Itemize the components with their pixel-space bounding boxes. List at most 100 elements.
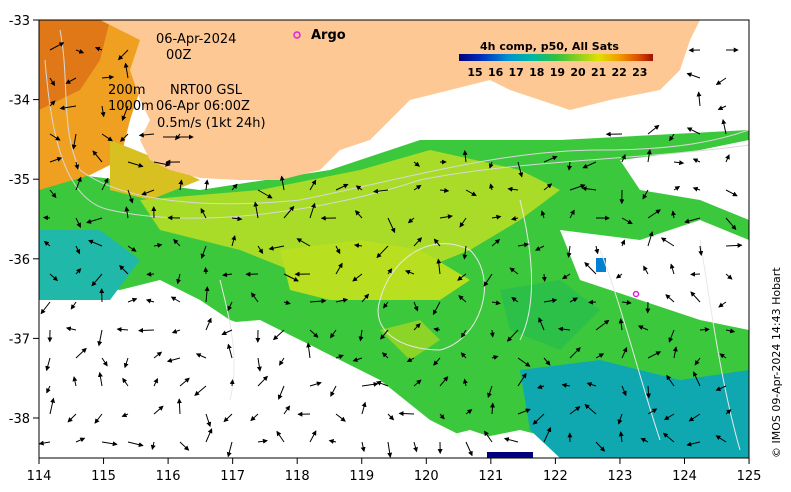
current-arrow-icon (405, 269, 415, 275)
current-arrow-icon (376, 245, 389, 259)
current-arrow-icon (101, 74, 115, 80)
current-arrow-icon (561, 382, 571, 388)
current-arrow-icon (543, 357, 551, 366)
cloud-gap-northeast (620, 140, 749, 220)
current-arrow-icon (380, 329, 389, 340)
current-arrow-icon (166, 357, 181, 363)
current-arrow-icon (686, 441, 701, 447)
current-arrow-icon (484, 430, 493, 443)
current-arrow-icon (138, 132, 155, 138)
current-arrow-icon (618, 431, 624, 443)
lon-tick-label: 122 (543, 469, 568, 484)
current-arrow-icon (120, 133, 129, 142)
current-arrow-icon (205, 428, 213, 443)
current-arrow-icon (279, 175, 285, 191)
current-arrow-icon (179, 377, 190, 387)
lat-tick-label: -34 (9, 94, 30, 109)
current-arrow-icon (67, 413, 77, 423)
current-arrow-icon (204, 179, 210, 191)
current-source: NRT00 GSL (170, 83, 243, 98)
current-arrow-icon (647, 124, 660, 135)
current-arrow-icon (253, 201, 259, 219)
current-arrow-icon (595, 353, 605, 359)
current-arrow-icon (178, 179, 184, 191)
current-arrow-icon (510, 216, 519, 221)
current-arrow-icon (692, 371, 701, 387)
current-arrow-icon (719, 353, 727, 359)
current-arrow-icon (179, 441, 190, 451)
current-arrow-icon (296, 238, 311, 247)
current-arrow-icon (145, 298, 155, 304)
contour-depth-a: 200m (108, 83, 145, 98)
current-arrow-icon (721, 118, 727, 135)
current-arrow-icon (227, 301, 233, 312)
current-arrow-icon (49, 397, 56, 415)
current-arrow-icon (75, 437, 86, 443)
current-arrow-icon (595, 319, 610, 331)
current-arrow-icon (413, 301, 419, 312)
current-arrow-icon (358, 329, 364, 342)
current-arrow-icon (49, 42, 65, 51)
current-arrow-icon (49, 273, 59, 282)
current-arrow-icon (153, 242, 163, 248)
current-arrow-icon (226, 343, 233, 359)
current-arrow-icon (65, 77, 77, 84)
current-arrow-icon (725, 273, 733, 280)
current-arrow-icon (439, 187, 450, 193)
current-arrow-icon (462, 245, 468, 260)
current-arrow-icon (541, 273, 547, 282)
current-arrow-icon (517, 161, 524, 178)
current-arrow-icon (121, 105, 129, 121)
current-arrow-icon (170, 296, 181, 303)
current-arrow-icon (491, 238, 501, 247)
current-arrow-icon (647, 351, 662, 359)
current-arrow-icon (387, 441, 393, 458)
current-arrow-icon (204, 286, 210, 303)
current-arrow-icon (361, 293, 370, 303)
current-arrow-icon (257, 438, 268, 444)
current-arrow-icon (725, 189, 738, 197)
lat-tick-label: -37 (9, 332, 30, 347)
current-arrow-icon (535, 245, 545, 251)
lat-tick-label: -35 (9, 173, 30, 188)
current-arrow-icon (59, 105, 77, 111)
current-arrow-icon (458, 295, 467, 303)
current-arrow-icon (698, 245, 704, 257)
current-arrow-icon (665, 294, 675, 303)
current-arrow-icon (141, 189, 155, 196)
current-arrow-icon (153, 377, 158, 387)
current-arrow-icon (203, 266, 209, 275)
current-arrow-icon (71, 133, 77, 150)
sea-level-contour-a (377, 243, 485, 351)
current-arrow-icon (123, 62, 129, 79)
current-arrow-icon (75, 268, 82, 275)
current-arrow-icon (715, 385, 727, 391)
current-arrow-icon (569, 209, 575, 219)
current-arrow-icon (413, 323, 421, 331)
current-arrow-icon (309, 381, 322, 387)
current-arrow-icon (91, 273, 103, 287)
current-arrow-icon (100, 105, 106, 118)
current-arrow-icon (46, 385, 51, 394)
current-arrow-icon (309, 430, 317, 443)
current-arrow-icon (72, 376, 78, 387)
current-arrow-icon (540, 210, 546, 219)
current-arrow-icon (506, 329, 519, 342)
current-arrow-icon (647, 231, 654, 247)
current-arrow-icon (117, 49, 129, 61)
current-arrow-icon (42, 215, 51, 221)
sst-patch-east (500, 280, 600, 350)
lat-tick-label: -36 (9, 253, 30, 268)
current-arrow-icon (567, 161, 573, 171)
current-arrow-icon (153, 351, 163, 359)
current-arrow-icon (621, 300, 632, 306)
current-arrow-icon (725, 242, 743, 248)
sea-level-contour-c (219, 199, 532, 401)
current-arrow-icon (588, 299, 597, 305)
date-label: 06-Apr-2024 (156, 32, 236, 47)
current-arrow-icon (538, 317, 545, 331)
current-arrow-icon (507, 186, 519, 192)
current-arrow-icon (229, 379, 235, 387)
current-arrow-icon (195, 353, 207, 359)
current-arrow-icon (222, 272, 233, 278)
